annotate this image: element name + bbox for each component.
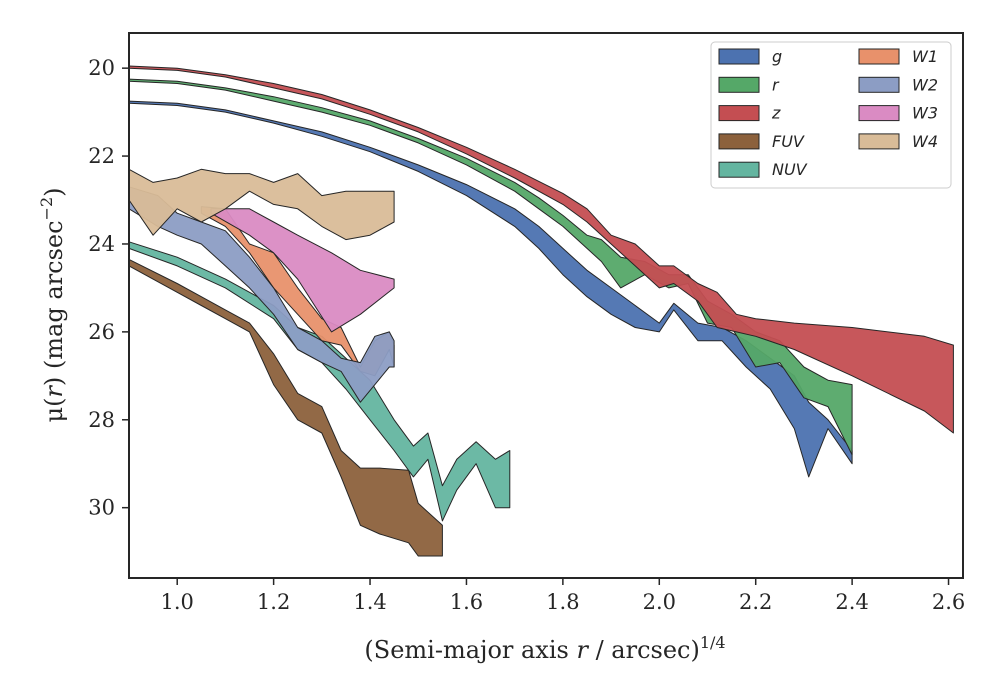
x-tick-label: 1.6 [450,590,483,614]
x-tick-label: 1.2 [257,590,290,614]
legend-label-w2: W2 [912,75,938,94]
x-tick-label: 2.0 [643,590,676,614]
x-axis-label: (Semi-major axis r / arcsec)1/4 [364,633,725,664]
band-w2 [128,186,395,403]
band-w4 [128,168,395,241]
legend-swatch-w1 [858,48,900,65]
y-tick-label: 30 [88,496,115,520]
y-tick-label: 22 [88,144,115,168]
x-tick-label: 1.8 [546,590,579,614]
legend-swatch-r [718,76,760,93]
band-fuv [128,258,443,557]
band-g [128,100,853,478]
legend-label-g: g [772,47,782,66]
legend-swatch-w4 [858,133,900,150]
legend-label-w1: W1 [912,47,938,66]
legend-swatch-nuv [718,161,760,178]
y-axis-ticks: 20 22 24 26 28 30 [88,56,129,520]
legend-label-w4: W4 [912,132,938,151]
legend-label-w3: W3 [912,104,938,123]
x-tick-label: 2.2 [739,590,772,614]
legend-swatch-w3 [858,105,900,122]
x-tick-label: 2.6 [932,590,965,614]
band-z [128,65,954,434]
x-axis-ticks: 1.0 1.2 1.4 1.6 1.8 2.0 2.2 2.4 2.6 [161,578,965,614]
x-tick-label: 2.4 [835,590,868,614]
band-w3 [210,208,395,333]
y-tick-label: 20 [88,56,115,80]
legend-label-fuv: FUV [772,132,805,151]
x-tick-label: 1.0 [161,590,194,614]
y-tick-label: 24 [88,232,115,256]
y-tick-label: 28 [88,408,115,432]
legend-swatch-g [718,48,760,65]
legend: grz FUV NUV W1 W2 W3 W4 [710,41,952,189]
y-tick-label: 26 [88,320,115,344]
legend-label-r: r [772,75,780,94]
legend-swatch-z [718,105,760,122]
legend-label-nuv: NUV [772,160,808,179]
x-tick-label: 1.4 [353,590,386,614]
plot-frame [128,32,964,579]
legend-swatch-fuv [718,133,760,150]
band-layer [128,65,954,557]
band-r [128,78,853,456]
legend-swatch-w2 [858,76,900,93]
y-axis-label: μ(r) (mag arcsec−2) [37,187,68,422]
legend-label-z: z [771,104,781,123]
